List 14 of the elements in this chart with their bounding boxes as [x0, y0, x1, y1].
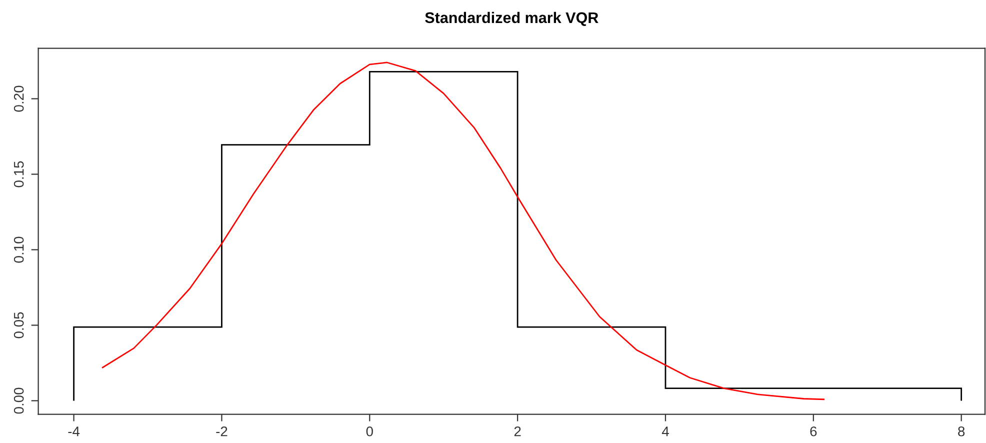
- x-tick-label: 2: [514, 426, 521, 436]
- y-tick-label: 0.20: [14, 86, 24, 112]
- y-tick-label: 0.05: [14, 312, 24, 338]
- line-series: [102, 62, 824, 400]
- x-tick-label: -4: [68, 426, 80, 436]
- x-tick-label: 8: [958, 426, 965, 436]
- x-tick-label: 0: [366, 426, 373, 436]
- y-tick-label: 0.10: [14, 236, 24, 263]
- x-tick-label: -2: [216, 426, 228, 436]
- chart-title: Standardized mark VQR: [425, 12, 598, 26]
- y-tick-label: 0.00: [14, 388, 24, 414]
- y-tick-label: 0.15: [14, 161, 24, 188]
- x-tick-label: 6: [810, 426, 817, 436]
- x-tick-label: 4: [662, 426, 669, 436]
